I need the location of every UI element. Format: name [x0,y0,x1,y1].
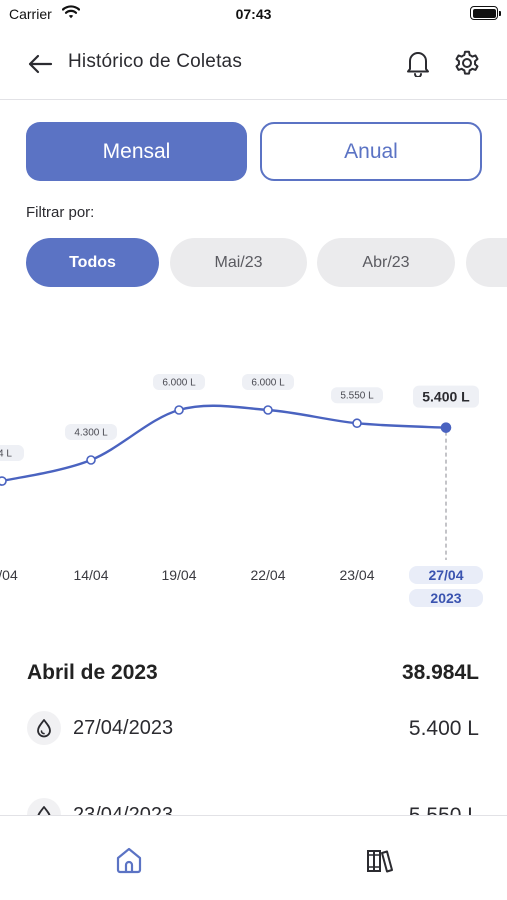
selected-tick-bg [409,566,483,584]
value-label-bg [331,387,383,404]
notifications-button[interactable] [402,47,434,79]
series-line [0,404,447,483]
tab-mensal[interactable]: Mensal [26,122,247,181]
arrow-left-icon [28,54,53,74]
data-point[interactable] [174,405,184,415]
filter-chips: Todos Mai/23 Abr/23 [26,238,507,287]
chip-todos[interactable]: Todos [26,238,159,287]
entry-date: 27/04/2023 [73,717,174,739]
value-label: ...84 L [0,449,12,460]
status-bar: Carrier 07:43 [0,0,507,28]
entry-date: 23/04/2023 [73,804,174,815]
chip-more[interactable] [466,238,507,287]
value-label: 6.000 L [162,378,196,389]
chip-mai-23[interactable]: Mai/23 [170,238,307,287]
data-point[interactable] [352,418,362,429]
back-button[interactable] [24,48,56,80]
data-point[interactable] [440,422,452,433]
x-tick-label: 19/04 [161,567,196,583]
value-label-bg [153,374,205,390]
app-header: Histórico de Coletas [0,28,507,100]
month-title: Abril de 2023 [27,661,158,684]
x-tick-label: 23/04 [339,567,374,583]
value-label: 6.000 L [251,378,285,389]
value-label-bg [0,445,24,462]
selected-year-label: 2023 [430,590,461,606]
water-drop-icon [27,798,61,815]
battery-icon [470,6,501,20]
data-point[interactable] [86,455,96,465]
value-label-bg [413,385,479,408]
list-item[interactable]: 23/04/2023 5.550 L [0,787,507,815]
selected-year-bg [409,589,483,607]
filter-label: Filtrar por: [26,204,95,221]
entry-value: 5.400 L [408,717,479,740]
tab-bar [0,815,507,900]
month-total: 38.984L [401,661,479,684]
value-label: 5.550 L [340,391,374,402]
value-label-bg [242,374,294,390]
x-tick-label: 14/04 [73,567,108,583]
value-label: 5.400 L [422,389,470,405]
chip-abr-23[interactable]: Abr/23 [317,238,455,287]
library-icon [367,850,393,873]
wifi-icon [61,5,81,24]
tab-home[interactable] [111,842,147,878]
home-icon [116,847,142,874]
list-item[interactable]: 27/04/2023 5.400 L [0,700,507,758]
carrier-label: Carrier [9,6,52,22]
value-label: 4.300 L [74,428,108,439]
x-tick-label: /04 [0,567,18,583]
settings-button[interactable] [451,47,483,79]
clock: 07:43 [235,6,272,22]
tab-anual[interactable]: Anual [260,122,482,181]
water-drop-icon [27,711,61,745]
entry-value: 5.550 L [409,804,479,815]
entries-list: 27/04/2023 5.400 L 23/04/2023 5.550 L [0,700,507,815]
value-label-bg [65,424,117,440]
x-tick-label: 22/04 [250,567,285,583]
collection-chart: ...84 L 4.300 L 6.000 L 6.000 L 5.550 L 5.400… [0,374,483,607]
x-tick-label: 27/04 [428,567,463,583]
period-toggle: Mensal Anual [26,122,482,181]
tab-library[interactable] [362,842,398,878]
data-point[interactable] [0,476,7,486]
gear-icon [455,50,479,75]
data-point[interactable] [263,405,273,415]
page-title: Histórico de Coletas [68,51,243,72]
bell-icon [407,52,429,77]
